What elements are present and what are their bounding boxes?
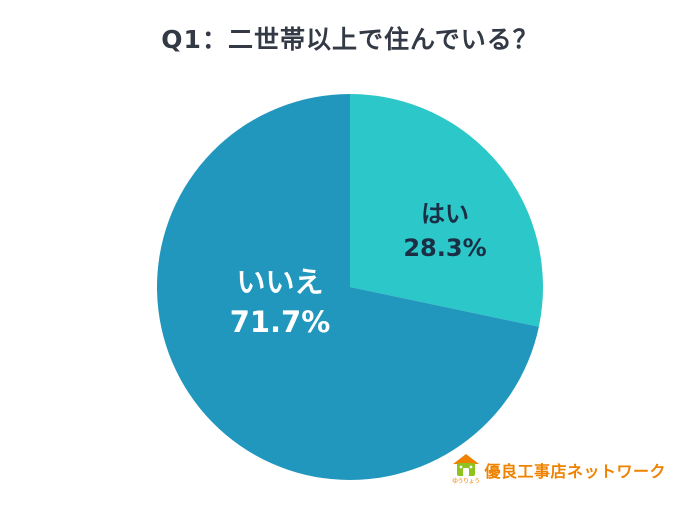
- pie-chart: [157, 94, 543, 480]
- brand-logo: ゆうりょう 優良工事店ネットワーク: [452, 454, 666, 485]
- pie-slice-1: [157, 94, 539, 480]
- brand-logo-icon-wrap: ゆうりょう: [452, 454, 480, 485]
- pie-chart-area: はい 28.3% いいえ 71.7%: [150, 87, 550, 487]
- chart-title: Q1：二世帯以上で住んでいる？: [161, 25, 539, 54]
- brand-logo-text: 優良工事店ネットワーク: [484, 461, 666, 481]
- brand-logo-subtext: ゆうりょう: [451, 478, 480, 485]
- house-mascot-icon: [452, 454, 479, 476]
- pie-slice-0: [350, 94, 543, 327]
